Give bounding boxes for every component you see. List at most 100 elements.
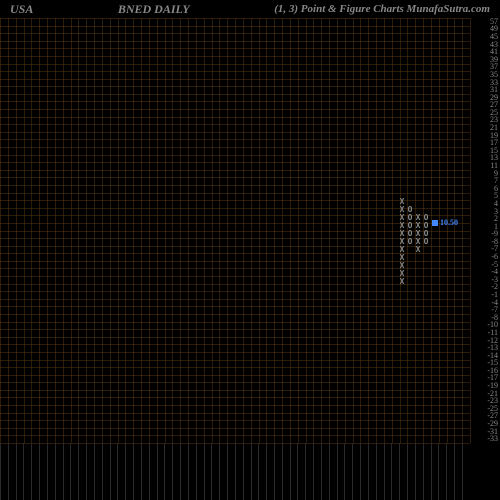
- header-symbol: BNED DAILY: [118, 2, 190, 17]
- grid-line-v: [219, 18, 220, 443]
- grid-line-v: [63, 18, 64, 443]
- grid-line-v: [8, 18, 9, 443]
- grid-line-v: [321, 18, 322, 443]
- grid-line-v: [39, 18, 40, 443]
- price-marker: 10.50: [432, 218, 458, 227]
- grid-line-v: [204, 18, 205, 443]
- x-tick: [78, 443, 79, 500]
- price-value: 10.50: [440, 218, 458, 227]
- grid-line-v: [212, 18, 213, 443]
- x-tick: [344, 443, 345, 500]
- x-tick: [180, 443, 181, 500]
- x-tick: [251, 443, 252, 500]
- grid-line-v: [274, 18, 275, 443]
- x-tick: [39, 443, 40, 500]
- pf-cell: X: [414, 246, 422, 254]
- chart-header: USA BNED DAILY (1, 3) Point & Figure Cha…: [0, 0, 500, 18]
- x-tick: [164, 443, 165, 500]
- grid-line-v: [298, 18, 299, 443]
- grid-line-v: [313, 18, 314, 443]
- grid-line-v: [337, 18, 338, 443]
- x-tick: [23, 443, 24, 500]
- header-attribution: (1, 3) Point & Figure Charts MunafaSutra…: [274, 3, 490, 15]
- x-tick: [86, 443, 87, 500]
- grid-line-v: [102, 18, 103, 443]
- chart-area: XXXXXXXXXXXOOOOOXXXXXOOOO10.50: [0, 18, 470, 443]
- grid-line-v: [306, 18, 307, 443]
- grid-line-v: [78, 18, 79, 443]
- grid-line-v: [125, 18, 126, 443]
- x-tick: [431, 443, 432, 500]
- grid-line-v: [227, 18, 228, 443]
- grid-line-v: [447, 18, 448, 443]
- x-tick: [368, 443, 369, 500]
- x-tick: [172, 443, 173, 500]
- x-tick: [31, 443, 32, 500]
- grid-line-v: [16, 18, 17, 443]
- grid-line-v: [31, 18, 32, 443]
- grid-line-v: [157, 18, 158, 443]
- grid-line-v: [392, 18, 393, 443]
- x-tick: [446, 443, 447, 500]
- grid-line-v: [133, 18, 134, 443]
- grid-line-v: [0, 18, 1, 443]
- x-tick: [16, 443, 17, 500]
- grid-line-v: [282, 18, 283, 443]
- grid-line-v: [86, 18, 87, 443]
- x-tick: [141, 443, 142, 500]
- x-axis-ticks: [0, 443, 470, 500]
- x-tick: [188, 443, 189, 500]
- grid-line-v: [118, 18, 119, 443]
- x-tick: [282, 443, 283, 500]
- grid-line-v: [141, 18, 142, 443]
- x-tick: [243, 443, 244, 500]
- grid-line-v: [353, 18, 354, 443]
- grid-line-v: [384, 18, 385, 443]
- x-tick: [384, 443, 385, 500]
- x-tick: [297, 443, 298, 500]
- grid-line-v: [345, 18, 346, 443]
- y-axis-label: -33: [487, 435, 498, 443]
- grid-line-v: [243, 18, 244, 443]
- grid-line-v: [360, 18, 361, 443]
- grid-line-v: [368, 18, 369, 443]
- x-tick: [110, 443, 111, 500]
- grid-line-v: [439, 18, 440, 443]
- x-tick: [235, 443, 236, 500]
- grid-line-v: [454, 18, 455, 443]
- x-tick: [454, 443, 455, 500]
- pf-column: OOOOO: [406, 206, 414, 246]
- x-tick: [376, 443, 377, 500]
- x-tick: [391, 443, 392, 500]
- x-tick: [70, 443, 71, 500]
- pf-cell: O: [422, 238, 430, 246]
- x-tick: [47, 443, 48, 500]
- x-tick: [117, 443, 118, 500]
- chart-container: USA BNED DAILY (1, 3) Point & Figure Cha…: [0, 0, 500, 500]
- pf-cell: X: [398, 278, 406, 286]
- x-tick: [8, 443, 9, 500]
- x-tick: [399, 443, 400, 500]
- pf-column: OOOO: [422, 214, 430, 246]
- x-tick: [196, 443, 197, 500]
- price-box-icon: [432, 220, 438, 226]
- x-tick: [149, 443, 150, 500]
- grid-line-v: [110, 18, 111, 443]
- pf-cell: O: [406, 238, 414, 246]
- grid-line-v: [47, 18, 48, 443]
- x-tick: [305, 443, 306, 500]
- x-tick: [407, 443, 408, 500]
- grid-line-v: [94, 18, 95, 443]
- grid-line-v: [290, 18, 291, 443]
- x-tick: [211, 443, 212, 500]
- grid-line-v: [24, 18, 25, 443]
- y-axis: 5749454341393735333129272523211917151311…: [470, 18, 500, 443]
- grid-line-v: [165, 18, 166, 443]
- x-tick: [438, 443, 439, 500]
- grid-line-v: [172, 18, 173, 443]
- grid-line-v: [180, 18, 181, 443]
- grid-line-v: [196, 18, 197, 443]
- x-tick: [360, 443, 361, 500]
- x-tick: [321, 443, 322, 500]
- x-tick: [266, 443, 267, 500]
